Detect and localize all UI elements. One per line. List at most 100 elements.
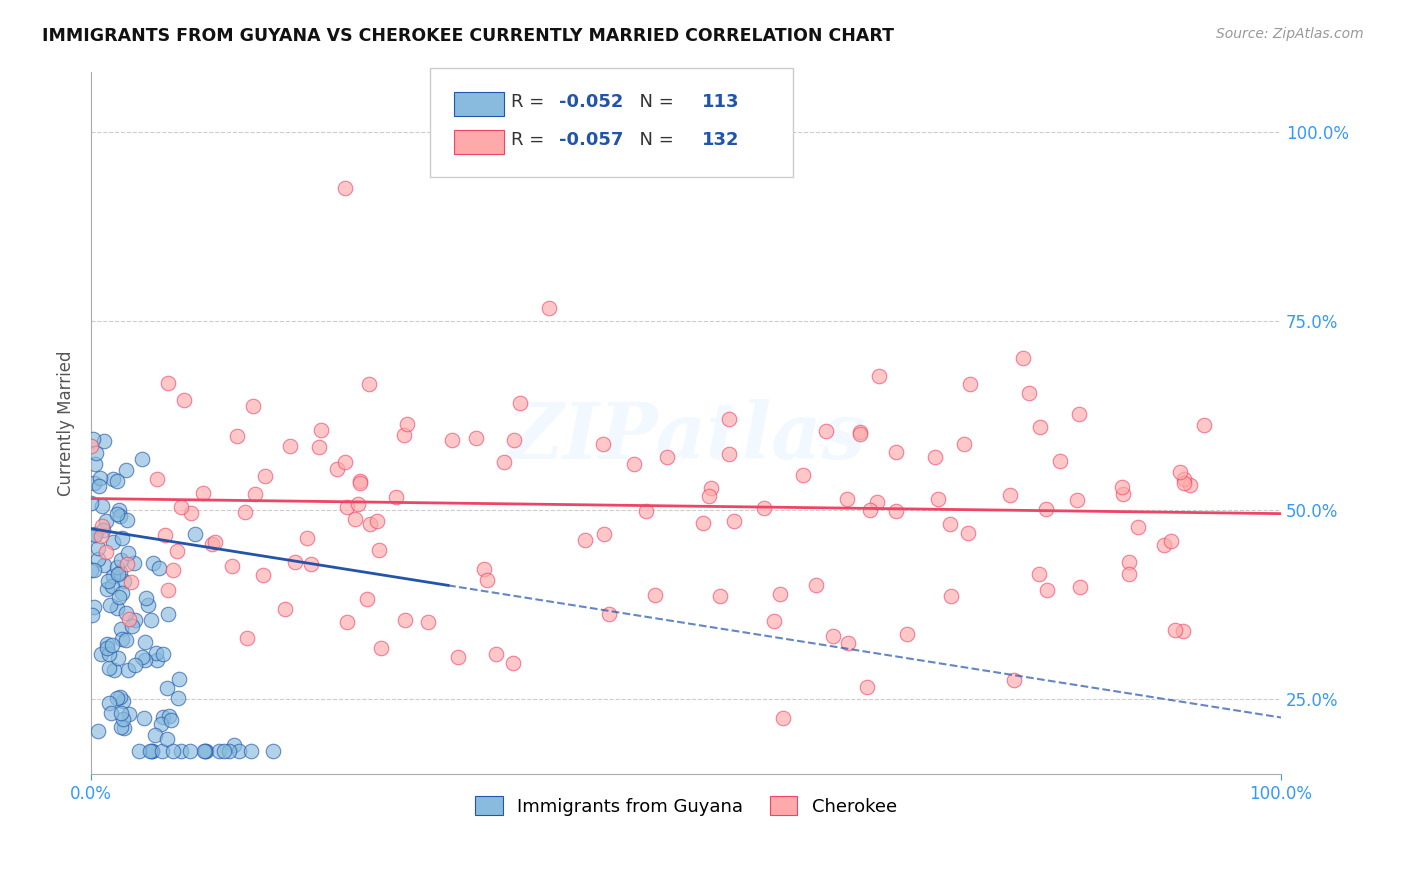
Point — [150, 744, 173, 758]
Point — [152, 710, 174, 724]
Point — [485, 647, 508, 661]
Point — [1029, 420, 1052, 434]
Point — [97, 574, 120, 589]
Point — [278, 439, 301, 453]
Point — [101, 535, 124, 549]
Point — [115, 606, 138, 620]
Point — [723, 514, 745, 528]
Point — [1049, 453, 1071, 467]
Point — [124, 658, 146, 673]
Point — [87, 478, 110, 492]
Point — [956, 526, 979, 541]
Point — [655, 450, 678, 465]
Point — [139, 744, 162, 758]
Point — [107, 503, 129, 517]
Point — [82, 432, 104, 446]
Point — [1028, 567, 1050, 582]
Point — [335, 180, 357, 194]
Point — [253, 469, 276, 483]
Point — [204, 534, 226, 549]
Point — [94, 514, 117, 528]
Point — [1180, 478, 1202, 492]
Point — [644, 588, 666, 602]
Point — [110, 508, 132, 523]
Point — [145, 646, 167, 660]
Point — [1112, 487, 1135, 501]
Point — [538, 301, 561, 316]
Point — [927, 491, 949, 506]
Point — [96, 641, 118, 656]
Point — [107, 567, 129, 582]
Point — [128, 744, 150, 758]
Point — [939, 517, 962, 532]
Point — [117, 546, 139, 560]
Point — [418, 615, 440, 630]
Point — [83, 563, 105, 577]
Point — [131, 650, 153, 665]
Point — [884, 504, 907, 518]
Point — [84, 457, 107, 471]
Point — [441, 434, 464, 448]
Point — [167, 672, 190, 686]
Point — [110, 706, 132, 721]
Point — [700, 481, 723, 495]
Point — [592, 436, 614, 450]
Point — [111, 632, 134, 646]
Point — [311, 423, 333, 437]
Point — [115, 632, 138, 647]
Point — [1168, 465, 1191, 479]
Point — [592, 527, 614, 541]
Point — [111, 531, 134, 545]
Point — [1018, 386, 1040, 401]
Point — [131, 451, 153, 466]
Point — [859, 503, 882, 517]
Point — [299, 558, 322, 572]
Point — [356, 591, 378, 606]
Point — [262, 744, 284, 758]
Point — [1164, 624, 1187, 638]
Point — [97, 647, 120, 661]
Point — [366, 514, 388, 528]
Point — [349, 475, 371, 490]
Point — [239, 744, 262, 758]
Point — [1160, 533, 1182, 548]
Point — [90, 648, 112, 662]
Point — [162, 563, 184, 577]
Point — [105, 508, 128, 522]
Point — [97, 696, 120, 710]
Point — [709, 589, 731, 603]
Point — [134, 653, 156, 667]
Point — [939, 589, 962, 603]
Point — [141, 613, 163, 627]
Point — [105, 560, 128, 574]
Point — [1126, 520, 1149, 534]
Point — [806, 578, 828, 592]
Point — [82, 608, 104, 623]
Point — [157, 708, 180, 723]
Point — [336, 500, 359, 514]
Point — [103, 663, 125, 677]
Point — [89, 471, 111, 485]
Point — [84, 446, 107, 460]
Point — [156, 732, 179, 747]
Point — [166, 691, 188, 706]
Point — [333, 455, 356, 469]
Point — [156, 681, 179, 695]
Point — [1111, 480, 1133, 494]
Point — [93, 434, 115, 449]
Point — [752, 500, 775, 515]
Point — [868, 368, 890, 383]
Point — [153, 527, 176, 541]
Point — [156, 607, 179, 621]
Text: 132: 132 — [702, 131, 740, 149]
Point — [953, 437, 976, 451]
Point — [252, 567, 274, 582]
Point — [108, 566, 131, 580]
Point — [152, 648, 174, 662]
Point — [83, 528, 105, 542]
Point — [1069, 580, 1091, 594]
Point — [236, 631, 259, 645]
Point — [184, 527, 207, 541]
Point — [959, 376, 981, 391]
Point — [110, 586, 132, 600]
